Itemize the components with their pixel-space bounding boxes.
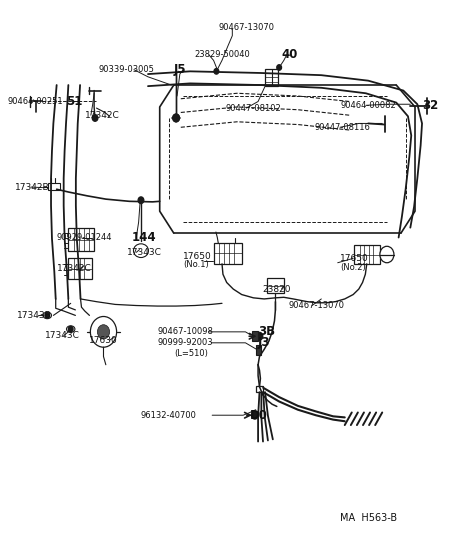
Text: 90999-92003: 90999-92003 (157, 338, 213, 347)
Text: 90339-03005: 90339-03005 (99, 65, 155, 74)
Text: 51: 51 (66, 95, 82, 108)
Circle shape (214, 69, 219, 74)
Text: 17650: 17650 (340, 254, 369, 263)
Text: 17630: 17630 (90, 336, 118, 345)
Ellipse shape (43, 312, 52, 319)
Text: 96132-40700: 96132-40700 (141, 411, 197, 420)
Circle shape (277, 65, 282, 70)
Circle shape (173, 114, 179, 122)
Text: 90464-00251: 90464-00251 (8, 97, 63, 106)
Text: 90447-08116: 90447-08116 (314, 123, 370, 132)
Text: 90467-13070: 90467-13070 (289, 301, 345, 310)
Text: 90447-08102: 90447-08102 (225, 104, 281, 112)
Text: D0: D0 (250, 409, 267, 422)
Bar (265, 69, 278, 86)
Circle shape (97, 325, 109, 339)
Bar (68, 228, 94, 251)
Text: 17342B: 17342B (15, 183, 49, 192)
Bar (256, 386, 263, 392)
Text: 17343C: 17343C (45, 331, 80, 340)
Circle shape (173, 114, 179, 122)
Text: J5: J5 (174, 63, 186, 76)
Circle shape (138, 197, 144, 203)
Circle shape (252, 412, 258, 419)
Circle shape (256, 332, 263, 340)
Text: 90467-10098: 90467-10098 (157, 327, 213, 336)
Text: 23820: 23820 (263, 285, 291, 294)
Text: (L=510): (L=510) (174, 349, 208, 358)
Text: 23829-50040: 23829-50040 (195, 50, 251, 59)
Text: 90929-01244: 90929-01244 (57, 233, 112, 242)
Bar (68, 258, 92, 279)
Text: (No.1): (No.1) (183, 260, 209, 269)
Bar (252, 331, 258, 341)
Text: (No.2): (No.2) (340, 263, 366, 272)
Text: 90464-00082: 90464-00082 (340, 101, 396, 110)
Circle shape (45, 312, 50, 318)
Text: 17343C: 17343C (127, 248, 162, 257)
Bar (267, 278, 284, 294)
Ellipse shape (134, 244, 148, 258)
Circle shape (91, 316, 117, 347)
Bar (48, 183, 60, 191)
Circle shape (380, 247, 394, 263)
Text: 17342C: 17342C (85, 111, 119, 120)
Circle shape (68, 326, 73, 332)
Text: 17343B: 17343B (17, 311, 52, 320)
Text: 17650: 17650 (183, 252, 212, 261)
Text: 144: 144 (132, 231, 156, 244)
Bar (214, 243, 242, 264)
Circle shape (92, 115, 98, 121)
Text: 17342C: 17342C (57, 264, 91, 273)
Text: 32: 32 (422, 99, 438, 112)
Bar (354, 245, 380, 264)
Text: 40: 40 (282, 48, 298, 61)
Text: 3B: 3B (258, 325, 275, 338)
Text: 90467-13070: 90467-13070 (218, 23, 274, 32)
Text: J3: J3 (258, 336, 271, 350)
Text: MA  H563-B: MA H563-B (340, 514, 397, 524)
Ellipse shape (66, 326, 75, 332)
Bar (256, 345, 261, 355)
